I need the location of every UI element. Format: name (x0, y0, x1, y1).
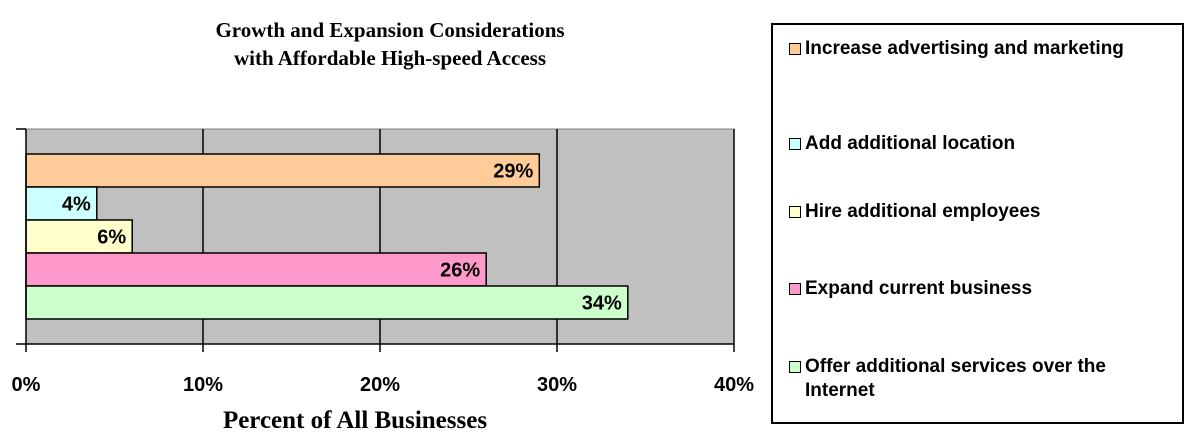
bar-chart: 29% 4% 6% 26% 34% 0% 10% 20% 30% 40% (12, 128, 754, 396)
legend-swatch (789, 43, 801, 55)
legend-label: Expand current business (805, 278, 1033, 299)
legend-swatch (789, 206, 801, 218)
legend-label: Offer additional services over the Inter… (805, 356, 1106, 401)
bar-value-label: 34% (582, 293, 622, 315)
legend-item: Add additional location (789, 132, 1179, 156)
x-tick-label: 40% (714, 374, 754, 396)
legend-item: Expand current business (789, 277, 1179, 301)
x-axis-label: Percent of All Businesses (222, 407, 488, 434)
legend-item: Increase advertising and marketing (789, 37, 1179, 61)
legend-item: Offer additional services over the Inter… (789, 355, 1179, 403)
legend-label: Add additional location (805, 133, 1016, 154)
legend-swatch (789, 138, 801, 150)
legend-item: Hire additional employees (789, 200, 1179, 224)
legend-swatch (789, 283, 801, 295)
legend-label: Increase advertising and marketing (805, 38, 1124, 59)
bar-value-label: 29% (493, 161, 533, 183)
bar (25, 153, 541, 188)
legend-swatch (789, 361, 801, 373)
bar-value-label: 6% (97, 227, 126, 249)
x-tick-label: 0% (12, 374, 41, 396)
legend-label: Hire additional employees (805, 201, 1041, 222)
bar-value-label: 26% (440, 260, 480, 282)
x-tick-label: 30% (537, 374, 577, 396)
bar (25, 285, 629, 320)
legend: Increase advertising and marketing Add a… (771, 23, 1184, 424)
x-tick-label: 20% (360, 374, 400, 396)
bar-value-label: 4% (62, 194, 91, 216)
x-tick-label: 10% (183, 374, 223, 396)
chart-title: Growth and Expansion Considerations with… (150, 16, 630, 72)
chart-title-line-2: with Affordable High-speed Access (233, 46, 547, 70)
chart-title-line-1: Growth and Expansion Considerations (215, 18, 565, 42)
bar (25, 252, 487, 287)
